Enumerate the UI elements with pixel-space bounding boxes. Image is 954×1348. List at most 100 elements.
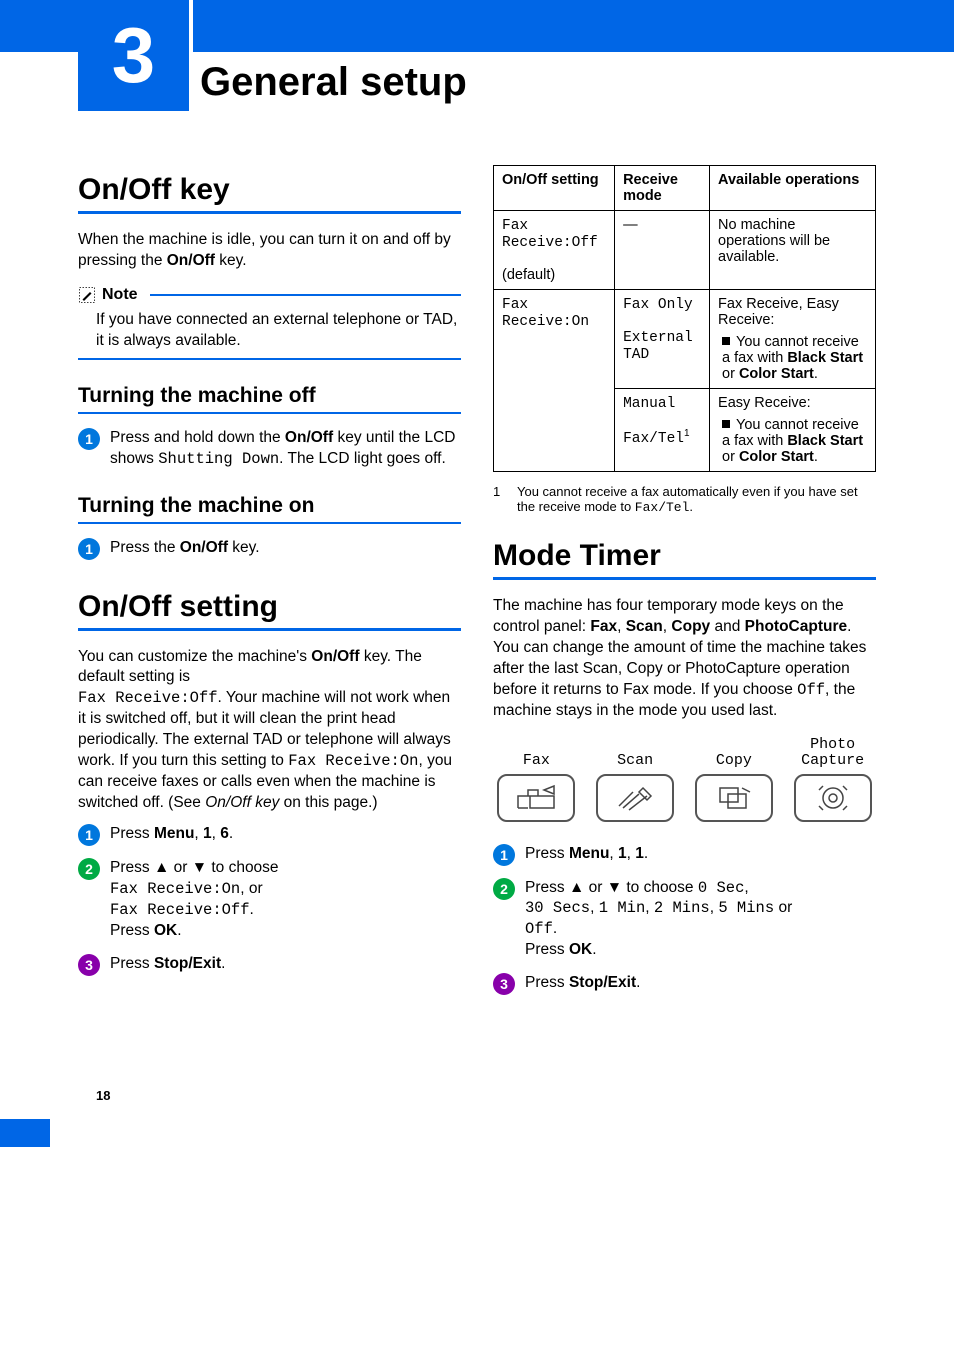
step-badge-2: 2 — [493, 878, 515, 900]
text-italic: On/Off key — [205, 794, 279, 811]
step-badge-1: 1 — [493, 844, 515, 866]
text-bold: Stop/Exit — [154, 955, 221, 972]
square-bullet-icon — [722, 420, 730, 428]
text: , — [617, 618, 626, 635]
down-arrow-icon: ▼ — [192, 859, 207, 876]
text: , or — [240, 880, 262, 897]
step-badge-3: 3 — [78, 954, 100, 976]
table-row: Fax Receive:On Fax Only External TAD Fax… — [494, 290, 876, 389]
text: Press — [110, 922, 154, 939]
text-mono: 5 Mins — [718, 899, 774, 917]
text-mono: External TAD — [623, 330, 693, 363]
text: . — [250, 901, 254, 918]
cell: Manual Fax/Tel1 — [615, 389, 710, 472]
footnote-number: 1 — [493, 484, 507, 515]
text: , — [645, 899, 654, 916]
text: . — [689, 499, 693, 514]
text: , — [590, 899, 599, 916]
heading-onoff-key: On/Off key — [78, 173, 461, 214]
mode-key-fax: Fax — [493, 736, 580, 822]
text: Press — [110, 825, 154, 842]
page-number-wrap: 18 — [0, 1087, 954, 1119]
text-mono: Fax Receive:On — [502, 297, 589, 330]
heading-turn-on: Turning the machine on — [78, 494, 461, 524]
text: and — [710, 618, 744, 635]
chapter-number-box: 3 — [78, 0, 193, 115]
text-mono: Manual — [623, 396, 675, 412]
text-mono: Fax Receive:Off — [110, 901, 250, 919]
text: to choose — [207, 859, 279, 876]
text: or — [722, 449, 739, 465]
step-row: 1 Press and hold down the On/Off key unt… — [78, 428, 461, 470]
th-receive: Receive mode — [615, 166, 710, 211]
step-text: Press Stop/Exit. — [525, 973, 640, 995]
step-badge-1: 1 — [78, 538, 100, 560]
down-arrow-icon: ▼ — [607, 879, 622, 896]
th-onoff: On/Off setting — [494, 166, 615, 211]
page-number: 18 — [96, 1088, 110, 1103]
text-bold: Menu — [154, 825, 194, 842]
cell: Fax Receive:On — [494, 290, 615, 472]
cell: No machine operations will be available. — [710, 211, 876, 290]
text-bold: OK — [569, 941, 592, 958]
text-bold: OK — [154, 922, 177, 939]
note-header: Note — [78, 286, 461, 304]
text: , — [194, 825, 203, 842]
cell: Easy Receive: You cannot receive a fax w… — [710, 389, 876, 472]
table-header-row: On/Off setting Receive mode Available op… — [494, 166, 876, 211]
text: . — [553, 920, 557, 937]
copy-icon — [695, 774, 773, 822]
text-mono: 2 Mins — [654, 899, 710, 917]
text-bold: 1 — [618, 845, 627, 862]
step-row: 3 Press Stop/Exit. — [493, 973, 876, 995]
note-rule — [150, 294, 461, 296]
text-bold: Copy — [671, 618, 710, 635]
step-row: 2 Press ▲ or ▼ to choose 0 Sec, 30 Secs,… — [493, 878, 876, 962]
step-text: Press the On/Off key. — [110, 538, 260, 560]
text-bold: Stop/Exit — [569, 974, 636, 991]
text: When the machine is idle, you can turn i… — [78, 231, 451, 269]
content-columns: On/Off key When the machine is idle, you… — [0, 165, 954, 1047]
text: . — [644, 845, 648, 862]
text-mono: 0 Sec — [698, 879, 745, 897]
note-box: Note If you have connected an external t… — [78, 286, 461, 360]
heading-onoff-setting: On/Off setting — [78, 590, 461, 631]
text-bold: On/Off — [180, 539, 228, 556]
text-mono: Fax Receive:Off — [502, 218, 598, 251]
onoff-intro: When the machine is idle, you can turn i… — [78, 230, 461, 272]
onoff-options-table: On/Off setting Receive mode Available op… — [493, 165, 876, 472]
text: or — [584, 879, 606, 896]
step-text: Press Stop/Exit. — [110, 954, 225, 976]
text-mono: Fax Receive:On — [288, 752, 418, 770]
text: You can customize the machine's — [78, 648, 311, 665]
step-row: 3 Press Stop/Exit. — [78, 954, 461, 976]
cell: — — [615, 211, 710, 290]
text: Fax Receive, Easy Receive: — [718, 296, 839, 328]
up-arrow-icon: ▲ — [154, 859, 169, 876]
text: on this page.) — [279, 794, 377, 811]
chapter-number: 3 — [112, 10, 155, 101]
footnote-text: You cannot receive a fax automatically e… — [517, 484, 876, 515]
text-bold: Fax — [590, 618, 617, 635]
text: . — [221, 955, 225, 972]
text: . — [814, 449, 818, 465]
text: . — [592, 941, 596, 958]
left-column: On/Off key When the machine is idle, you… — [78, 165, 461, 1007]
heading-mode-timer: Mode Timer — [493, 539, 876, 580]
text-bold: 6 — [220, 825, 229, 842]
text: , — [744, 879, 748, 896]
text-bold: Color Start — [739, 449, 814, 465]
text: key. — [215, 252, 247, 269]
text: Press — [110, 859, 154, 876]
mode-label: Scan — [592, 736, 679, 770]
text-bold: On/Off — [167, 252, 215, 269]
table-row: Fax Receive:Off (default) — No machine o… — [494, 211, 876, 290]
text-bold: Black Start — [787, 433, 863, 449]
text-mono: Shutting Down — [158, 450, 279, 468]
text-bold: On/Off — [285, 429, 333, 446]
text: Press the — [110, 539, 180, 556]
step-row: 2 Press ▲ or ▼ to choose Fax Receive:On,… — [78, 858, 461, 942]
step-badge-1: 1 — [78, 824, 100, 846]
text: or — [722, 366, 739, 382]
mode-key-photocapture: Photo Capture — [789, 736, 876, 822]
